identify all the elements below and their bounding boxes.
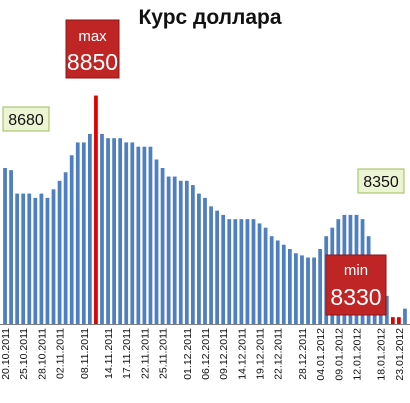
bar-03.11.2011 [63,172,68,324]
bar-07.11.2011 [75,142,80,324]
bar-05.12.2011 [197,193,201,324]
bar-20.12.2011 [263,227,268,324]
x-tick-label: 19.12.2011 [255,328,267,380]
start-label-value: 8680 [8,112,44,129]
x-tick-label: 06.12.2011 [200,328,212,380]
bar-25.10.2011 [21,193,26,324]
x-tick-label: 23.01.2012 [394,328,406,381]
bar-28.12.2011 [300,255,304,324]
x-tick-label: 09.01.2012 [333,328,345,381]
x-tick-label: 04.01.2012 [315,328,327,381]
bar-21.10.2011 [9,170,13,324]
bar-08.12.2011 [215,210,219,324]
max-label-value: 8850 [67,49,118,75]
bar-23.11.2011 [148,146,153,324]
bar-28.10.2011 [39,193,44,324]
bar-30.11.2011 [178,180,183,324]
x-tick-labels: 20.10.2011 25.10.2011 28.10.2011 02.11.2011… [0,328,406,381]
bar-31.10.2011 [45,197,50,324]
bar-21.11.2011 [136,146,141,324]
bar-09.11.2011 [87,133,92,324]
bar-08.11.2011 [81,142,86,324]
start-annotation: 8680 [2,106,50,132]
bar-10.11.2011 [94,95,98,324]
bar-06.12.2011 [203,197,207,324]
end-annotation: 8350 [357,168,405,194]
x-tick-label: 28.12.2011 [297,328,309,380]
bar-27.12.2011 [294,253,298,324]
bar-15.12.2011 [245,219,250,324]
bar-19.12.2011 [257,223,262,324]
end-label-box [357,168,405,194]
bar-24.01.2012 [403,308,407,324]
start-label-box [2,106,50,132]
bar-28.11.2011 [166,176,171,324]
bar-04.01.2012 [318,248,323,324]
bar-24.10.2011 [15,193,20,324]
min-label-value: 8330 [330,284,381,310]
x-tick-label: 28.10.2011 [36,328,48,380]
x-tick-label: 25.11.2011 [158,328,170,379]
bar-01.11.2011 [51,189,56,324]
bar-29.11.2011 [172,176,177,324]
x-tick-label: 01.12.2011 [182,328,194,380]
bar-20.01.2012 [390,317,395,324]
bar-11.11.2011 [100,133,104,324]
bar-24.11.2011 [154,159,159,324]
bar-07.12.2011 [209,206,213,324]
bar-02.12.2011 [191,185,195,324]
bar-25.11.2011 [160,168,165,324]
bar-23.01.2012 [397,317,401,324]
bar-23.12.2011 [281,244,286,324]
x-tick-label: 20.10.2011 [0,328,12,380]
x-tick-label: 02.11.2011 [55,328,67,379]
x-tick-label: 12.01.2012 [351,328,363,381]
x-tick-label: 14.12.2011 [236,328,248,380]
min-label-text: min [344,262,368,279]
bar-22.11.2011 [142,146,147,324]
bar-26.10.2011 [27,193,32,324]
x-tick-label: 14.11.2011 [103,328,115,379]
max-label-box [65,19,120,79]
bar-series [3,95,407,324]
bar-20.10.2011 [3,168,7,324]
bar-21.12.2011 [269,236,274,324]
x-tick-label: 17.11.2011 [121,328,133,379]
bar-16.11.2011 [118,138,123,324]
bar-19.01.2012 [384,295,389,324]
max-label-text: max [78,28,107,45]
x-tick-label: 22.11.2011 [139,328,151,379]
bar-14.12.2011 [239,219,244,324]
bar-15.11.2011 [112,138,116,324]
bar-01.12.2011 [184,180,189,324]
bar-27.10.2011 [33,197,38,324]
bar-26.12.2011 [287,248,292,324]
bar-09.12.2011 [221,214,226,324]
bar-17.11.2011 [124,142,129,324]
x-tick-label: 09.12.2011 [218,328,230,380]
bar-12.12.2011 [227,219,232,324]
bar-18.11.2011 [130,142,135,324]
bar-02.11.2011 [57,180,62,324]
x-tick-label: 08.11.2011 [79,328,91,379]
bar-14.11.2011 [106,138,110,324]
min-annotation: min 8330 [325,254,387,316]
x-tick-label: 18.01.2012 [376,328,388,381]
max-annotation: max 8850 [65,19,120,79]
bar-04.11.2011 [69,155,74,324]
x-tick-label: 22.12.2011 [273,328,285,380]
bar-30.12.2011 [312,257,316,324]
bar-29.12.2011 [306,257,310,324]
chart-title: Курс доллара [138,6,281,29]
bar-16.12.2011 [251,219,256,324]
bar-22.12.2011 [275,240,280,324]
min-label-box [325,254,387,316]
end-label-value: 8350 [363,174,399,191]
x-tick-label: 25.10.2011 [18,328,30,380]
bar-13.12.2011 [233,219,238,324]
